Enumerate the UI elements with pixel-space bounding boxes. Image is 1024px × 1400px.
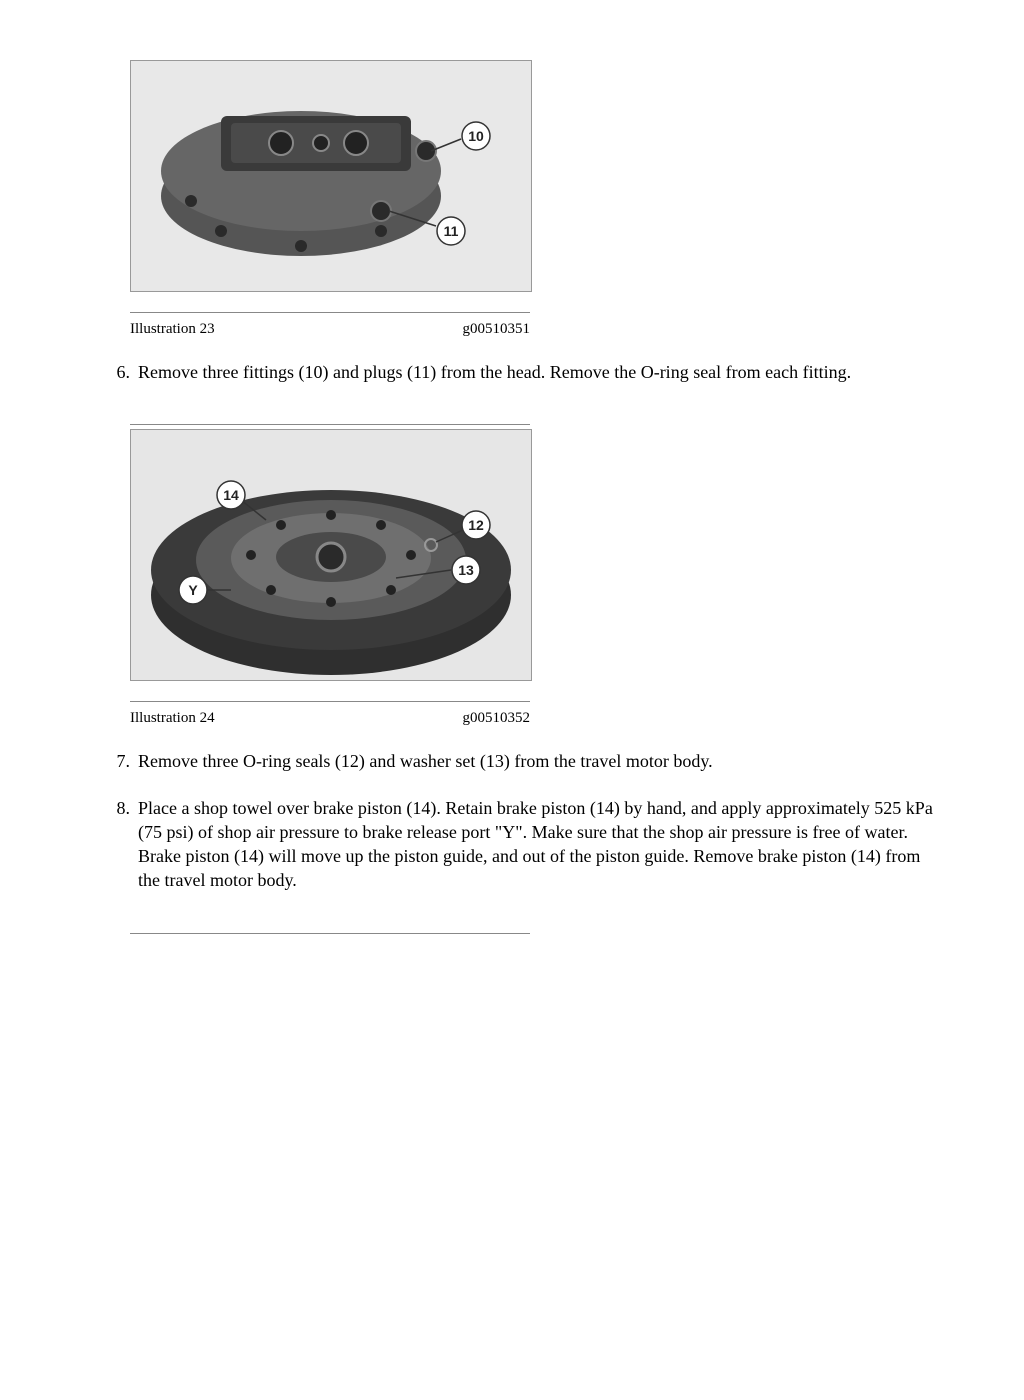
figure-23-caption-right: g00510351 (463, 321, 531, 338)
figure-23-callout-10: 10 (468, 128, 484, 144)
next-figure-top-rule (130, 933, 530, 934)
figure-24-callout-14: 14 (223, 487, 239, 503)
figure-24-block: 12 13 14 Y Illustration 24 g00510352 (130, 424, 530, 727)
figure-24-callout-12: 12 (468, 517, 484, 533)
figure-24-top-rule (130, 424, 530, 425)
figure-24-callout-y: Y (188, 582, 198, 598)
step-7: 7. Remove three O-ring seals (12) and wa… (90, 749, 934, 773)
next-figure-block (130, 933, 530, 934)
figure-23-image: 10 11 (130, 60, 532, 292)
figure-23-caption-left: Illustration 23 (130, 321, 215, 338)
step-8-text: Place a shop towel over brake piston (14… (138, 796, 934, 893)
step-8: 8. Place a shop towel over brake piston … (90, 796, 934, 893)
step-8-number: 8. (90, 796, 138, 893)
figure-24-callout-13: 13 (458, 562, 474, 578)
figure-24-image: 12 13 14 Y (130, 429, 532, 681)
figure-23-block: 10 11 Illustration 23 g00510351 (130, 60, 530, 338)
figure-23-caption: Illustration 23 g00510351 (130, 312, 530, 338)
step-6-text: Remove three fittings (10) and plugs (11… (138, 360, 934, 384)
figure-24-caption-left: Illustration 24 (130, 710, 215, 727)
figure-24-caption-right: g00510352 (463, 710, 531, 727)
figure-23-callout-11: 11 (444, 223, 459, 239)
step-7-number: 7. (90, 749, 138, 773)
step-6-number: 6. (90, 360, 138, 384)
step-6: 6. Remove three fittings (10) and plugs … (90, 360, 934, 384)
step-7-text: Remove three O-ring seals (12) and washe… (138, 749, 934, 773)
figure-24-caption: Illustration 24 g00510352 (130, 701, 530, 727)
